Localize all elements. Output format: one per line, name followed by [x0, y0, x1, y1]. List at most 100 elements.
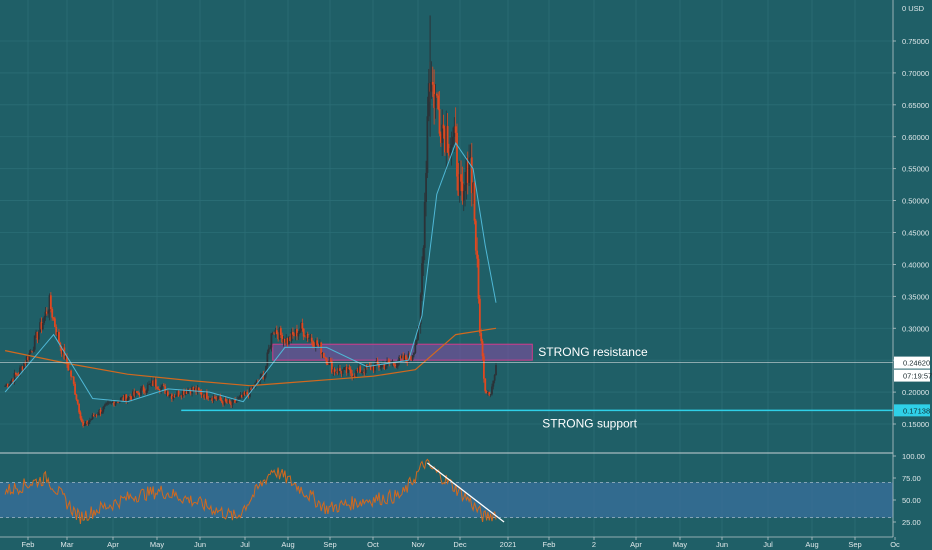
candle-body — [407, 353, 410, 364]
candle-body — [119, 397, 122, 401]
candle — [27, 356, 29, 362]
candle — [468, 144, 471, 187]
candle-body — [318, 342, 321, 346]
candle — [83, 423, 86, 427]
candle — [185, 388, 188, 395]
candle-body — [154, 379, 157, 387]
candle-body — [305, 333, 308, 337]
candle-body — [298, 330, 301, 333]
candle — [439, 131, 442, 147]
candle-body — [489, 394, 492, 396]
time-tick-label: Feb — [543, 540, 556, 549]
candle — [71, 376, 74, 378]
candle — [360, 370, 363, 374]
candle — [48, 293, 51, 321]
candle — [380, 364, 383, 371]
candle-body — [270, 333, 273, 348]
candle — [133, 388, 136, 398]
candle-body — [140, 388, 142, 396]
candle — [473, 180, 476, 225]
candle-body — [332, 369, 335, 373]
candle — [184, 390, 187, 396]
candle — [472, 182, 475, 204]
candle-body — [238, 396, 241, 399]
candle-body — [411, 355, 414, 360]
candle — [359, 365, 362, 374]
candle-body — [382, 364, 384, 366]
candle — [84, 420, 87, 426]
price-axis[interactable] — [893, 0, 932, 537]
candle — [105, 401, 107, 407]
candle-body — [348, 367, 351, 370]
candle — [126, 397, 129, 404]
candle-body — [137, 392, 140, 394]
candle-body — [263, 374, 266, 380]
candle — [341, 368, 344, 377]
time-axis[interactable] — [0, 537, 932, 550]
candle-body — [482, 356, 485, 379]
candle — [127, 395, 130, 401]
candle-body — [281, 335, 284, 343]
candle-body — [476, 250, 479, 259]
candle-body — [460, 174, 462, 182]
candle — [39, 318, 42, 333]
candle-body — [419, 294, 422, 325]
candle-body — [16, 374, 19, 376]
rsi-band — [0, 482, 893, 518]
candle-body — [399, 356, 402, 359]
candle-body — [292, 331, 294, 335]
candle-body — [149, 383, 152, 385]
time-gridlines — [27, 0, 856, 537]
candle-body — [51, 308, 54, 318]
candle — [425, 160, 427, 217]
candle-body — [78, 403, 81, 413]
candle-body — [86, 421, 89, 425]
candle — [491, 383, 493, 396]
candle-body — [314, 340, 317, 348]
candle — [282, 336, 285, 347]
candle-body — [40, 322, 43, 330]
candle — [205, 389, 208, 400]
candle-body — [4, 385, 7, 387]
candle-body — [359, 366, 362, 374]
candle — [55, 324, 58, 336]
candle-body — [478, 298, 481, 334]
candle — [305, 332, 308, 341]
candle — [43, 315, 46, 325]
candle — [339, 364, 341, 372]
candle — [142, 384, 145, 394]
candle-body — [37, 332, 40, 340]
candle-body — [177, 390, 180, 397]
candle-body — [172, 396, 175, 400]
candle — [110, 402, 113, 405]
candle-body — [374, 364, 376, 371]
candle-body — [310, 337, 313, 342]
candle-body — [343, 367, 345, 370]
candle-body — [201, 394, 204, 396]
candle-body — [488, 392, 491, 396]
candle-body — [80, 418, 83, 422]
candle — [214, 394, 216, 399]
price-tick-label: 0.15000 — [902, 420, 929, 429]
candle-body — [8, 384, 11, 387]
candle — [115, 400, 118, 404]
candle-body — [326, 363, 329, 365]
candle-body — [302, 328, 305, 337]
candle — [215, 395, 218, 402]
candle — [452, 127, 454, 147]
candle-body — [458, 174, 461, 196]
rsi-trendline[interactable] — [427, 462, 505, 523]
candle-body — [331, 361, 333, 373]
candle-body — [97, 414, 99, 416]
candle-body — [228, 400, 231, 403]
candle-body — [134, 391, 137, 396]
candle — [324, 356, 327, 360]
candle-body — [474, 220, 477, 251]
candle — [223, 395, 226, 406]
candle-body — [406, 359, 409, 364]
candle-body — [492, 380, 495, 387]
candle-body — [148, 384, 150, 385]
candle-body — [179, 395, 181, 397]
candle — [179, 393, 181, 397]
